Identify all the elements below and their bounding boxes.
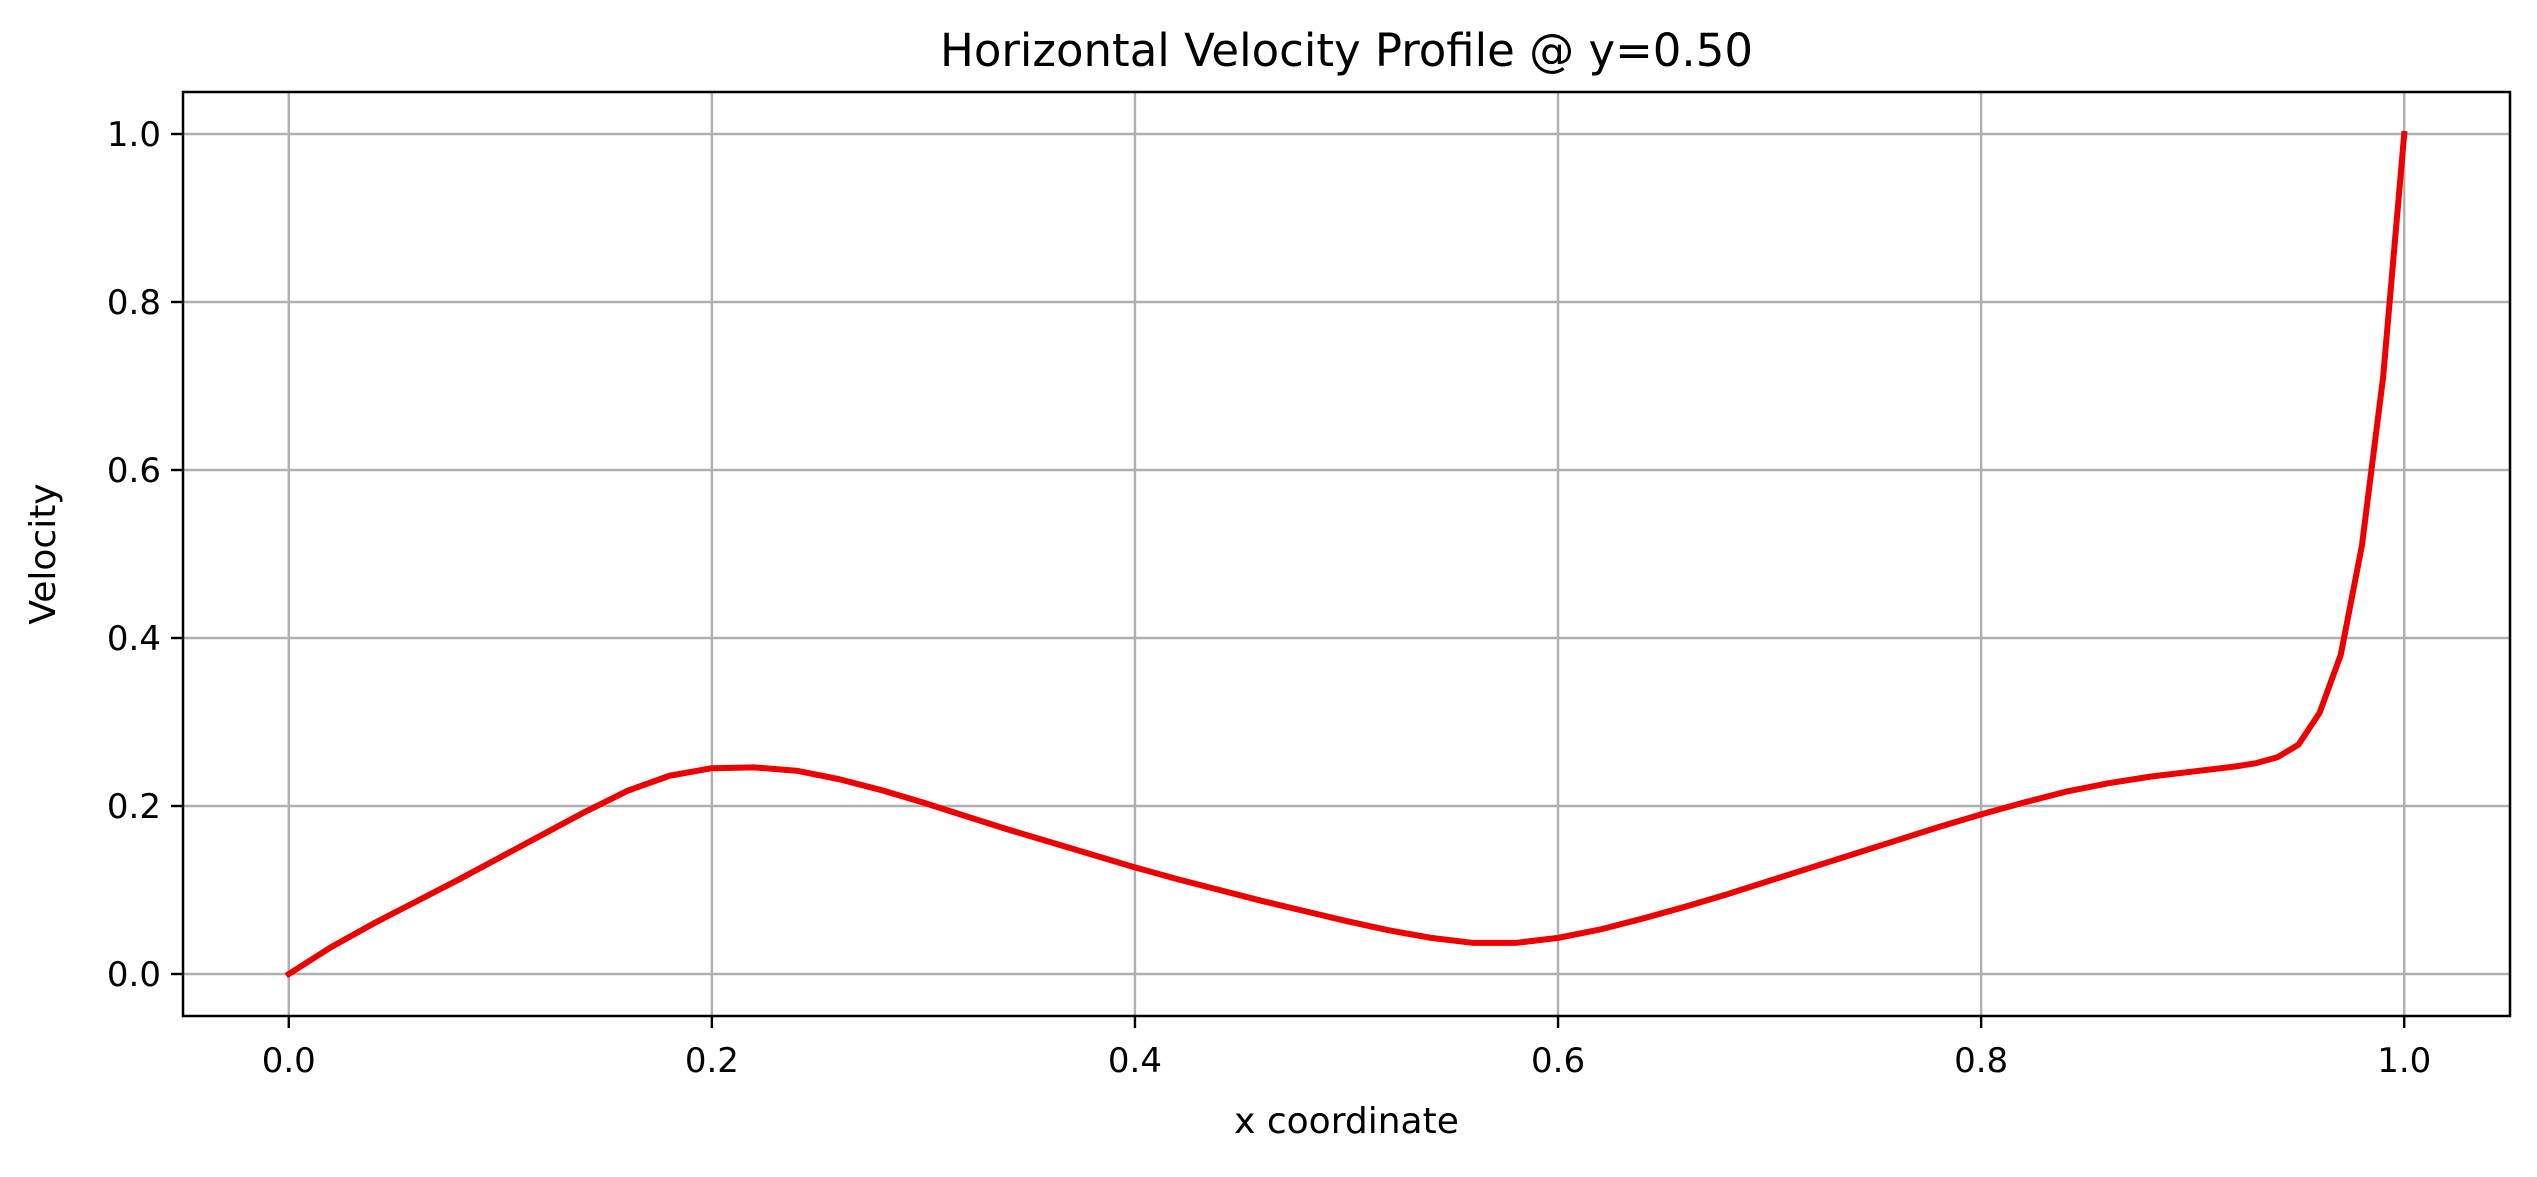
x-tick-label: 1.0 xyxy=(2377,1041,2431,1081)
grid xyxy=(183,92,2510,1016)
chart-title: Horizontal Velocity Profile @ y=0.50 xyxy=(940,24,1753,77)
series-layer xyxy=(284,130,2408,979)
y-axis-label: Velocity xyxy=(23,483,64,624)
x-tick-label: 0.4 xyxy=(1108,1041,1162,1081)
y-tick-label: 0.8 xyxy=(107,283,161,323)
y-tick-label: 0.4 xyxy=(107,619,161,659)
y-tick-label: 0.2 xyxy=(107,787,161,827)
velocity-line xyxy=(284,130,2408,979)
y-tick-label: 1.0 xyxy=(107,115,161,155)
axes-ticks: 0.0 0.2 0.4 0.6 0.8 1.0 0.0 0.2 0.4 0.6 0.8 1.0 xyxy=(107,115,2431,1081)
x-tick-label: 0.6 xyxy=(1531,1041,1585,1081)
x-tick-label: 0.8 xyxy=(1954,1041,2008,1081)
y-tick-label: 0.0 xyxy=(107,955,161,995)
x-tick-label: 0.2 xyxy=(685,1041,739,1081)
y-tick-label: 0.6 xyxy=(107,451,161,491)
x-tick-label: 0.0 xyxy=(262,1041,316,1081)
x-axis-label: x coordinate xyxy=(1234,1101,1459,1142)
plot-frame xyxy=(181,90,2512,1018)
